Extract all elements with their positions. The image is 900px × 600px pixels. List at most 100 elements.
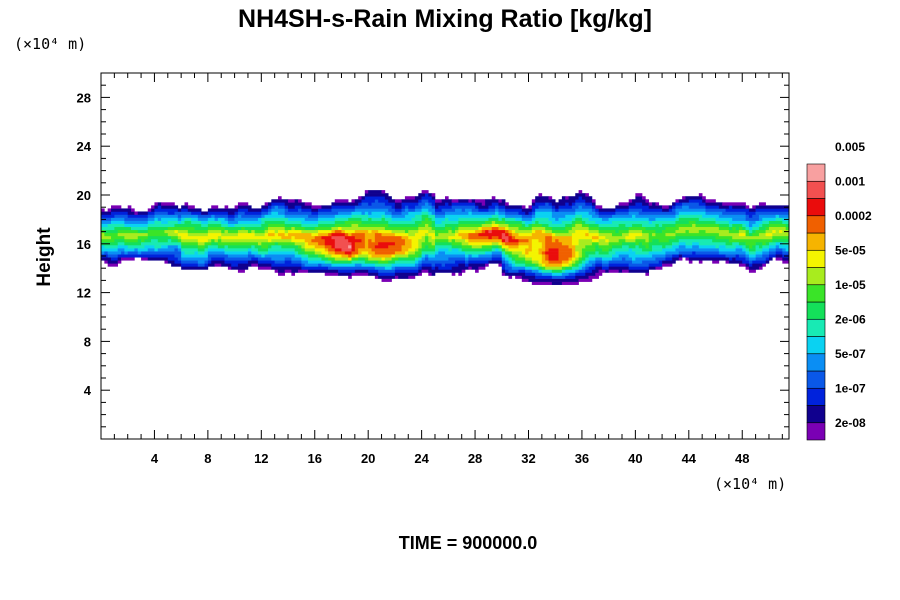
field-cell (535, 229, 543, 234)
field-cell (465, 260, 469, 264)
field-cell (571, 251, 576, 255)
field-cell (508, 275, 513, 279)
field-cell (672, 254, 680, 258)
field-cell (154, 217, 159, 221)
field-cell (491, 254, 503, 258)
field-cell (541, 251, 546, 255)
field-cell (237, 269, 245, 273)
field-cell (354, 235, 366, 240)
field-cell (408, 229, 419, 234)
field-cell (642, 196, 646, 200)
field-cell (491, 257, 503, 261)
field-cell (605, 238, 609, 243)
field-cell (391, 254, 396, 258)
field-cell (588, 275, 599, 279)
field-cell (181, 263, 199, 267)
field-cell (271, 205, 275, 209)
field-cell (288, 217, 306, 221)
field-cell (424, 235, 429, 240)
field-cell (615, 251, 636, 255)
field-cell (778, 229, 783, 234)
field-cell (391, 263, 416, 267)
colorbar-swatch (806, 180, 826, 199)
field-cell (261, 223, 269, 228)
field-cell (665, 226, 680, 231)
field-cell (608, 269, 619, 273)
field-cell (551, 208, 556, 212)
field-cell (545, 266, 563, 270)
field-cell (782, 248, 786, 252)
field-cell (505, 263, 509, 267)
field-cell (344, 235, 356, 240)
field-cell (528, 278, 579, 282)
field-cell (418, 223, 426, 228)
field-cell (378, 199, 389, 203)
field-cell (675, 202, 683, 206)
field-cell (448, 202, 452, 206)
field-cell (545, 248, 549, 252)
field-cell (585, 272, 596, 276)
field-cell (181, 214, 199, 218)
field-cell (732, 205, 746, 209)
y-tick-label: 4 (84, 383, 92, 398)
field-cell (197, 214, 212, 218)
field-cell (127, 251, 139, 255)
field-cell (565, 214, 576, 218)
field-cell (478, 205, 489, 209)
field-cell (541, 241, 546, 246)
field-cell (167, 226, 195, 231)
field-cell (662, 263, 673, 267)
field-cell (628, 263, 650, 267)
field-cell (535, 199, 556, 203)
field-cell (578, 278, 593, 282)
field-cell (782, 257, 790, 261)
field-cell (324, 238, 336, 243)
field-cell (267, 238, 272, 243)
field-cell (394, 205, 402, 209)
field-cell (101, 251, 105, 255)
field-cell (478, 226, 483, 231)
field-cell (171, 238, 179, 243)
field-cell (181, 235, 219, 240)
field-cell (421, 196, 432, 200)
field-cell (267, 248, 296, 252)
field-cell (181, 254, 209, 258)
field-cell (755, 208, 790, 212)
field-cell (351, 251, 359, 255)
field-cell (114, 214, 129, 218)
field-cell (672, 257, 680, 261)
field-cell (555, 238, 559, 243)
field-cell (411, 238, 419, 243)
field-cell (635, 251, 650, 255)
field-cell (324, 254, 332, 258)
colorbar: 2e-081e-075e-072e-061e-055e-050.00020.00… (806, 140, 872, 441)
field-cell (301, 245, 306, 249)
field-cell (141, 251, 182, 255)
field-cell (541, 223, 549, 228)
field-cell (207, 248, 225, 252)
field-cell (531, 205, 539, 209)
field-cell (655, 257, 666, 261)
field-cell (294, 251, 299, 255)
field-cell (448, 238, 452, 243)
field-cell (461, 235, 469, 240)
field-cell (418, 193, 426, 197)
field-cell (107, 251, 122, 255)
field-cell (414, 208, 422, 212)
field-cell (752, 232, 760, 237)
field-cell (662, 248, 676, 252)
field-cell (575, 202, 586, 206)
field-cell (107, 254, 118, 258)
field-cell (608, 251, 616, 255)
field-cell (718, 226, 730, 231)
field-cell (351, 232, 366, 237)
field-cell (718, 251, 746, 255)
field-cell (608, 260, 633, 264)
field-cell (207, 254, 229, 258)
field-cell (698, 245, 716, 249)
field-cell (284, 229, 289, 234)
field-cell (475, 269, 479, 273)
field-cell (267, 202, 272, 206)
field-cell (505, 272, 526, 276)
